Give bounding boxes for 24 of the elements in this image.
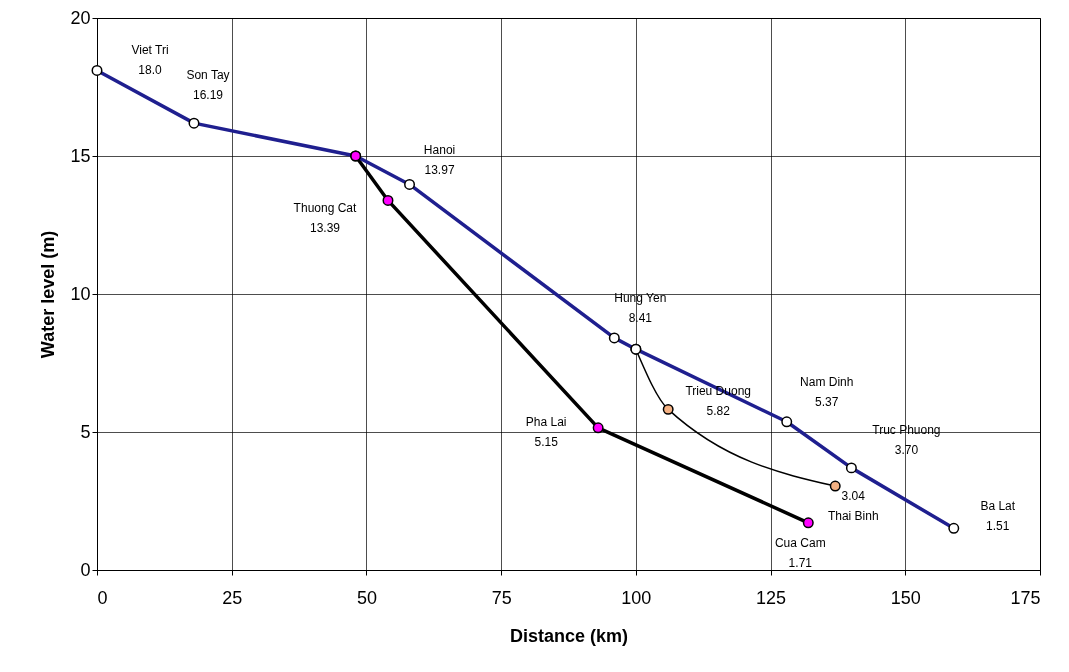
x-tick-label: 100 bbox=[621, 587, 652, 608]
x-tick-label: 75 bbox=[491, 587, 512, 608]
annotation: Pha Lai 5.15 bbox=[525, 414, 567, 449]
annotation: Ba Lat 1.51 bbox=[980, 499, 1016, 534]
annotation: Cua Cam 1.71 bbox=[774, 535, 826, 570]
x-tick-label: 150 bbox=[890, 587, 921, 608]
y-tick-label: 10 bbox=[70, 283, 91, 304]
x-tick-label: 50 bbox=[356, 587, 377, 608]
annotation: Nam Dinh 5.37 bbox=[800, 374, 854, 409]
x-tick-label: 25 bbox=[222, 587, 243, 608]
y-axis-title: Water level (m) bbox=[38, 230, 59, 359]
x-tick-label: 175 bbox=[1010, 587, 1041, 608]
y-tick-label: 0 bbox=[80, 559, 91, 580]
x-axis-title: Distance (km) bbox=[509, 625, 629, 646]
annotation: Son Tay 16.19 bbox=[186, 68, 230, 103]
y-tick-label: 20 bbox=[70, 7, 91, 28]
y-tick-label: 15 bbox=[70, 145, 91, 166]
x-tick-label: 0 bbox=[97, 587, 108, 608]
annotation: 3.04 Thai Binh bbox=[827, 489, 879, 524]
annotation: Hanoi 13.97 bbox=[423, 143, 456, 178]
annotation: Viet Tri 18.0 bbox=[131, 43, 169, 78]
annotation: Thuong Cat 13.39 bbox=[293, 201, 357, 236]
y-tick-label: 5 bbox=[80, 421, 91, 442]
x-tick-label: 125 bbox=[756, 587, 787, 608]
